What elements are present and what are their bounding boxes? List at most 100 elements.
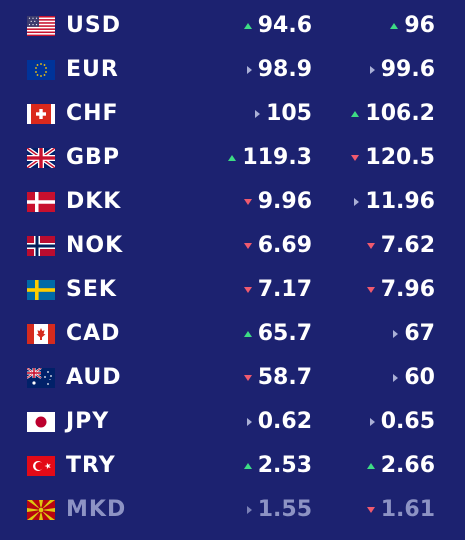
currency-code: MKD — [66, 497, 127, 522]
rate-row-cad: CAD 65.7 67 — [0, 312, 465, 356]
trend-up-icon — [243, 463, 252, 469]
trend-unchanged-icon — [246, 418, 252, 426]
trend-down-icon — [243, 287, 252, 293]
buy-rate: 65.7 — [243, 319, 312, 349]
currency-code: CAD — [66, 321, 121, 346]
sell-rate: 1.61 — [366, 495, 435, 525]
trend-unchanged-icon — [393, 374, 399, 382]
currency-code: JPY — [66, 409, 110, 434]
rate-row-aud: AUD 58.7 60 — [0, 356, 465, 400]
trend-up-icon — [228, 155, 237, 161]
sell-rate: 60 — [393, 363, 435, 393]
sell-value: 96 — [404, 13, 435, 38]
buy-value: 119.3 — [242, 145, 312, 170]
buy-value: 105 — [266, 101, 312, 126]
rate-row-dkk: DKK 9.96 11.96 — [0, 180, 465, 224]
buy-rate: 119.3 — [228, 143, 312, 173]
buy-value: 98.9 — [257, 57, 312, 82]
rate-row-jpy: JPY 0.62 0.65 — [0, 400, 465, 444]
sell-value: 11.96 — [365, 189, 435, 214]
trend-down-icon — [243, 243, 252, 249]
tr-flag-icon — [27, 456, 55, 476]
currency-code: SEK — [66, 277, 117, 302]
sell-value: 67 — [404, 321, 435, 346]
buy-rate: 58.7 — [243, 363, 312, 393]
sell-rate: 67 — [393, 319, 435, 349]
buy-value: 94.6 — [257, 13, 312, 38]
trend-down-icon — [366, 507, 375, 513]
buy-value: 6.69 — [257, 233, 312, 258]
trend-unchanged-icon — [255, 110, 261, 118]
trend-unchanged-icon — [393, 330, 399, 338]
sell-value: 60 — [404, 365, 435, 390]
mk-flag-icon — [27, 500, 55, 520]
rate-row-eur: EUR 98.9 99.6 — [0, 48, 465, 92]
buy-rate: 2.53 — [243, 451, 312, 481]
sell-value: 120.5 — [365, 145, 435, 170]
sell-rate: 0.65 — [369, 407, 435, 437]
sell-value: 99.6 — [380, 57, 435, 82]
sell-value: 106.2 — [365, 101, 435, 126]
sell-rate: 2.66 — [366, 451, 435, 481]
trend-down-icon — [243, 199, 252, 205]
au-flag-icon — [27, 368, 55, 388]
currency-code: DKK — [66, 189, 122, 214]
rate-row-mkd: MKD 1.55 1.61 — [0, 488, 465, 532]
buy-value: 7.17 — [257, 277, 312, 302]
sell-value: 7.62 — [380, 233, 435, 258]
sell-rate: 7.96 — [366, 275, 435, 305]
buy-rate: 105 — [255, 99, 312, 129]
no-flag-icon — [27, 236, 55, 256]
buy-rate: 9.96 — [243, 187, 312, 217]
trend-down-icon — [351, 155, 360, 161]
buy-rate: 0.62 — [246, 407, 312, 437]
trend-unchanged-icon — [354, 198, 360, 206]
currency-code: NOK — [66, 233, 124, 258]
sell-rate: 11.96 — [354, 187, 435, 217]
currency-code: USD — [66, 13, 121, 38]
currency-code: GBP — [66, 145, 120, 170]
currency-code: TRY — [66, 453, 116, 478]
us-flag-icon — [27, 16, 55, 36]
rate-row-usd: USD 94.6 96 — [0, 4, 465, 48]
trend-up-icon — [243, 23, 252, 29]
buy-value: 58.7 — [257, 365, 312, 390]
trend-up-icon — [366, 463, 375, 469]
trend-unchanged-icon — [369, 66, 375, 74]
ch-flag-icon — [27, 104, 55, 124]
trend-unchanged-icon — [246, 66, 252, 74]
sell-rate: 7.62 — [366, 231, 435, 261]
sell-value: 0.65 — [380, 409, 435, 434]
buy-rate: 98.9 — [246, 55, 312, 85]
sell-rate: 96 — [390, 11, 435, 41]
rate-row-sek: SEK 7.17 7.96 — [0, 268, 465, 312]
trend-down-icon — [366, 287, 375, 293]
dk-flag-icon — [27, 192, 55, 212]
rate-row-chf: CHF 105 106.2 — [0, 92, 465, 136]
jp-flag-icon — [27, 412, 55, 432]
buy-value: 1.55 — [257, 497, 312, 522]
trend-up-icon — [390, 23, 399, 29]
buy-value: 2.53 — [257, 453, 312, 478]
trend-unchanged-icon — [246, 506, 252, 514]
sell-value: 2.66 — [380, 453, 435, 478]
sell-rate: 99.6 — [369, 55, 435, 85]
buy-rate: 7.17 — [243, 275, 312, 305]
rate-row-gbp: GBP 119.3 120.5 — [0, 136, 465, 180]
gb-flag-icon — [27, 148, 55, 168]
buy-rate: 6.69 — [243, 231, 312, 261]
buy-value: 9.96 — [257, 189, 312, 214]
buy-rate: 94.6 — [243, 11, 312, 41]
trend-unchanged-icon — [369, 418, 375, 426]
rate-row-try: TRY 2.53 2.66 — [0, 444, 465, 488]
trend-up-icon — [351, 111, 360, 117]
buy-rate: 1.55 — [246, 495, 312, 525]
trend-down-icon — [243, 375, 252, 381]
currency-code: EUR — [66, 57, 119, 82]
ca-flag-icon — [27, 324, 55, 344]
trend-up-icon — [243, 331, 252, 337]
rate-row-nok: NOK 6.69 7.62 — [0, 224, 465, 268]
currency-code: CHF — [66, 101, 119, 126]
sell-rate: 120.5 — [351, 143, 435, 173]
